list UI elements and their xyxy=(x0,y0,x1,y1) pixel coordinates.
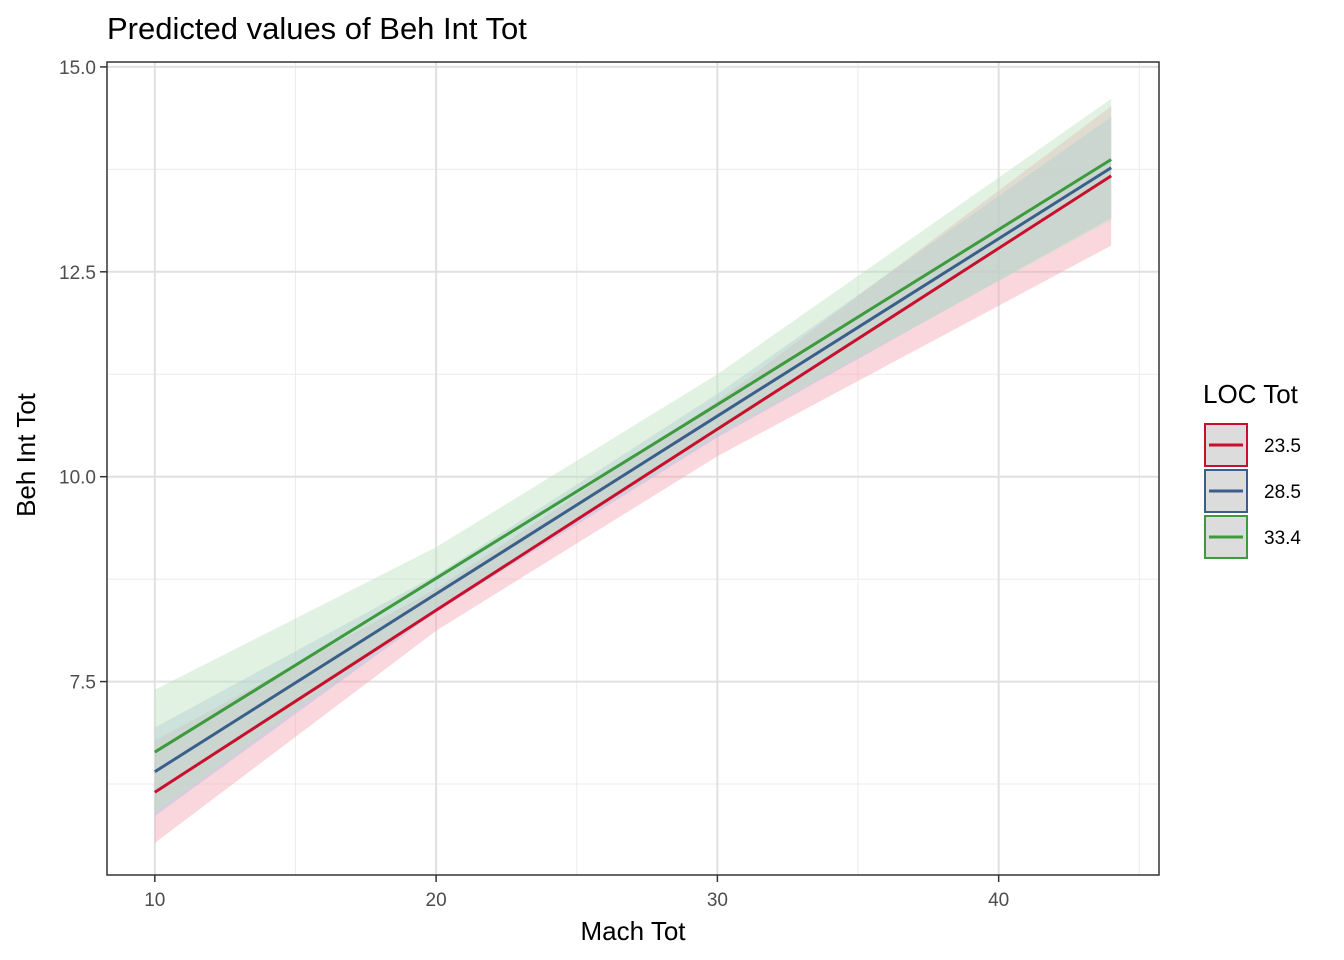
legend: LOC Tot 23.5 28.5 33.4 xyxy=(1203,379,1301,559)
chart-title: Predicted values of Beh Int Tot xyxy=(107,11,527,46)
x-tick-label: 10 xyxy=(144,890,165,911)
major-gridlines xyxy=(107,62,1159,875)
legend-label: 33.4 xyxy=(1264,528,1301,549)
x-tick-label: 30 xyxy=(707,890,728,911)
plot-area xyxy=(106,61,1160,876)
x-axis: 10 20 30 40 xyxy=(144,875,1009,911)
series-line-23-5 xyxy=(154,174,1112,794)
prediction-lines xyxy=(154,158,1112,794)
x-axis-title: Mach Tot xyxy=(580,916,686,946)
y-tick-label: 10.0 xyxy=(59,468,96,489)
confidence-band-28-5 xyxy=(154,116,1112,816)
legend-title: LOC Tot xyxy=(1203,379,1299,409)
y-axis: 7.5 10.0 12.5 15.0 xyxy=(59,58,107,694)
legend-item-28-5: 28.5 xyxy=(1204,469,1301,513)
legend-label: 23.5 xyxy=(1264,436,1301,457)
minor-gridlines xyxy=(107,62,1159,875)
y-tick-label: 15.0 xyxy=(59,58,96,79)
plot-border xyxy=(106,61,1160,876)
series-line-33-4 xyxy=(154,158,1112,754)
legend-item-33-4: 33.4 xyxy=(1204,515,1301,559)
y-tick-label: 12.5 xyxy=(59,263,96,284)
y-tick-label: 7.5 xyxy=(70,673,96,694)
y-axis-title: Beh Int Tot xyxy=(11,392,41,517)
legend-label: 28.5 xyxy=(1264,482,1301,503)
x-tick-label: 40 xyxy=(988,890,1009,911)
series-line-28-5 xyxy=(154,166,1112,774)
x-tick-label: 20 xyxy=(426,890,447,911)
confidence-band-23-5 xyxy=(154,106,1112,844)
legend-item-23-5: 23.5 xyxy=(1204,423,1301,467)
